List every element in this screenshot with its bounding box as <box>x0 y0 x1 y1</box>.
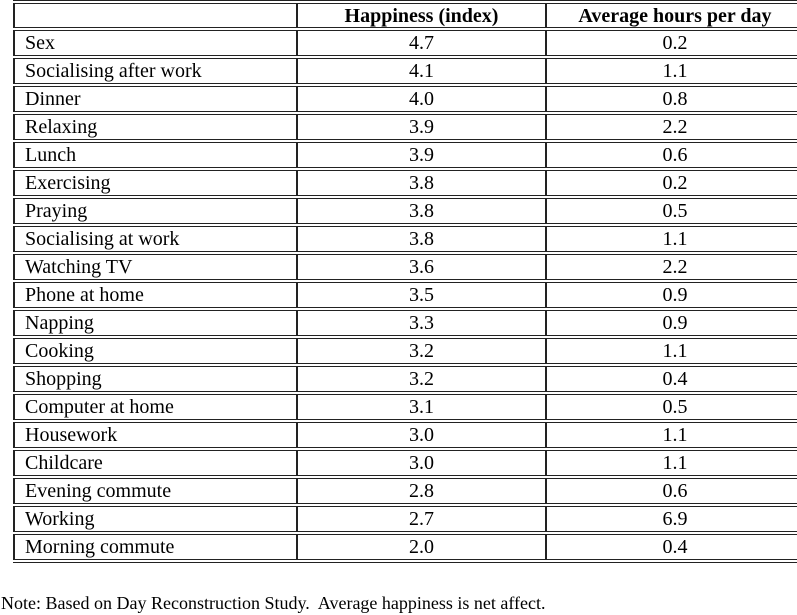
hours-cell: 0.5 <box>545 195 797 227</box>
happiness-cell: 4.1 <box>296 55 547 87</box>
hours-cell: 0.4 <box>545 363 797 395</box>
hours-cell: 0.6 <box>545 475 797 507</box>
happiness-table: Happiness (index) Average hours per day … <box>13 0 797 563</box>
activity-cell: Napping <box>13 307 298 339</box>
hours-cell: 0.6 <box>545 139 797 171</box>
table-row: Watching TV 3.6 2.2 <box>13 251 797 283</box>
happiness-cell: 2.0 <box>296 531 547 563</box>
hours-cell: 0.5 <box>545 391 797 423</box>
table-row: Relaxing 3.9 2.2 <box>13 111 797 143</box>
hours-cell: 0.4 <box>545 531 797 563</box>
activity-cell: Evening commute <box>13 475 298 507</box>
activity-cell: Exercising <box>13 167 298 199</box>
activity-cell: Praying <box>13 195 298 227</box>
happiness-cell: 3.2 <box>296 363 547 395</box>
table-row: Shopping 3.2 0.4 <box>13 363 797 395</box>
happiness-cell: 3.8 <box>296 167 547 199</box>
footnote: Note: Based on Day Reconstruction Study.… <box>1 593 546 613</box>
table-row: Cooking 3.2 1.1 <box>13 335 797 367</box>
activity-cell: Watching TV <box>13 251 298 283</box>
hours-cell: 1.1 <box>545 55 797 87</box>
hours-cell: 0.9 <box>545 307 797 339</box>
happiness-cell: 3.0 <box>296 447 547 479</box>
activity-cell: Relaxing <box>13 111 298 143</box>
activity-cell: Computer at home <box>13 391 298 423</box>
header-row: Happiness (index) Average hours per day <box>13 0 797 31</box>
activity-cell: Childcare <box>13 447 298 479</box>
table-row: Praying 3.8 0.5 <box>13 195 797 227</box>
table-row: Working 2.7 6.9 <box>13 503 797 535</box>
activity-cell: Lunch <box>13 139 298 171</box>
happiness-cell: 4.7 <box>296 27 547 59</box>
hours-cell: 0.8 <box>545 83 797 115</box>
happiness-cell: 3.6 <box>296 251 547 283</box>
table-header: Happiness (index) Average hours per day <box>13 0 797 31</box>
table-row: Exercising 3.8 0.2 <box>13 167 797 199</box>
table-row: Socialising at work 3.8 1.1 <box>13 223 797 255</box>
happiness-cell: 3.8 <box>296 195 547 227</box>
table-row: Lunch 3.9 0.6 <box>13 139 797 171</box>
hours-cell: 1.1 <box>545 447 797 479</box>
header-happiness-index: Happiness (index) <box>296 0 547 31</box>
table-row: Housework 3.0 1.1 <box>13 419 797 451</box>
happiness-cell: 3.9 <box>296 111 547 143</box>
happiness-cell: 2.7 <box>296 503 547 535</box>
table-row: Phone at home 3.5 0.9 <box>13 279 797 311</box>
happiness-cell: 3.2 <box>296 335 547 367</box>
table-row: Computer at home 3.1 0.5 <box>13 391 797 423</box>
activity-cell: Sex <box>13 27 298 59</box>
activity-cell: Socialising at work <box>13 223 298 255</box>
hours-cell: 0.2 <box>545 167 797 199</box>
activity-cell: Cooking <box>13 335 298 367</box>
hours-cell: 1.1 <box>545 419 797 451</box>
activity-cell: Socialising after work <box>13 55 298 87</box>
hours-cell: 1.1 <box>545 223 797 255</box>
hours-cell: 0.2 <box>545 27 797 59</box>
happiness-cell: 3.9 <box>296 139 547 171</box>
table-row: Napping 3.3 0.9 <box>13 307 797 339</box>
table-body: Sex 4.7 0.2 Socialising after work 4.1 1.1 Din… <box>13 27 797 563</box>
table-row: Sex 4.7 0.2 <box>13 27 797 59</box>
activity-cell: Housework <box>13 419 298 451</box>
happiness-cell: 3.3 <box>296 307 547 339</box>
happiness-cell: 3.1 <box>296 391 547 423</box>
table-row: Childcare 3.0 1.1 <box>13 447 797 479</box>
header-activity <box>13 0 298 31</box>
activity-cell: Dinner <box>13 83 298 115</box>
table-row: Dinner 4.0 0.8 <box>13 83 797 115</box>
happiness-cell: 4.0 <box>296 83 547 115</box>
happiness-cell: 2.8 <box>296 475 547 507</box>
activity-cell: Morning commute <box>13 531 298 563</box>
activity-cell: Phone at home <box>13 279 298 311</box>
happiness-cell: 3.5 <box>296 279 547 311</box>
activity-cell: Shopping <box>13 363 298 395</box>
hours-cell: 6.9 <box>545 503 797 535</box>
table-row: Evening commute 2.8 0.6 <box>13 475 797 507</box>
table-row: Socialising after work 4.1 1.1 <box>13 55 797 87</box>
activity-cell: Working <box>13 503 298 535</box>
table-row: Morning commute 2.0 0.4 <box>13 531 797 563</box>
happiness-cell: 3.0 <box>296 419 547 451</box>
header-average-hours-per-day: Average hours per day <box>545 0 797 31</box>
happiness-cell: 3.8 <box>296 223 547 255</box>
hours-cell: 2.2 <box>545 111 797 143</box>
hours-cell: 2.2 <box>545 251 797 283</box>
hours-cell: 1.1 <box>545 335 797 367</box>
hours-cell: 0.9 <box>545 279 797 311</box>
